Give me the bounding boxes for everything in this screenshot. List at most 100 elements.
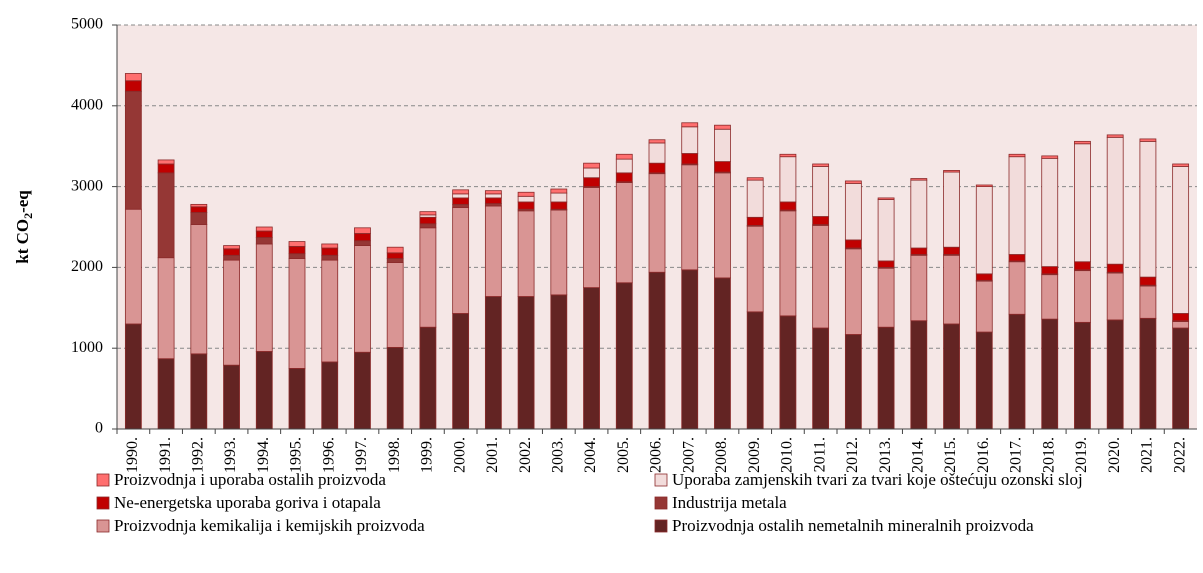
bar-segment	[354, 245, 371, 353]
bar-segment	[910, 247, 928, 255]
x-tick-label: 2009.	[746, 437, 763, 473]
bar-segment	[975, 184, 993, 187]
bar-segment	[1008, 156, 1026, 255]
bar-segment	[288, 367, 306, 430]
x-tick-label: 1992.	[189, 437, 206, 473]
legend-swatch	[96, 519, 110, 533]
bar-segment	[812, 224, 830, 329]
bar-segment	[288, 245, 306, 255]
bar-segment	[386, 252, 404, 259]
bar-segment	[648, 271, 666, 430]
bar-segment	[321, 254, 339, 261]
x-tick-label: 2013.	[877, 437, 894, 473]
bar-segment	[550, 192, 568, 203]
bar-segment	[714, 277, 731, 430]
bar-segment	[517, 195, 535, 203]
bar-segment	[1008, 313, 1026, 430]
bar-segment	[484, 205, 502, 297]
bar-segment	[1041, 318, 1059, 430]
bar-segment	[288, 241, 306, 247]
bar-segment	[190, 206, 208, 213]
x-tick-label: 2006.	[648, 437, 665, 473]
y-tick-label: 2000	[71, 258, 103, 275]
bar-segment	[1172, 313, 1190, 322]
bar-segment	[452, 189, 470, 195]
bar-segment	[223, 248, 240, 256]
bar-segment	[550, 294, 568, 430]
x-tick-label: 2016.	[975, 437, 992, 473]
bar-segment	[550, 209, 568, 296]
bar-segment	[1074, 261, 1091, 271]
bar-segment	[550, 201, 568, 210]
bar-segment	[1041, 266, 1059, 275]
bar-segment	[452, 193, 470, 199]
bar-segment	[943, 323, 960, 430]
bar-segment	[452, 313, 470, 430]
x-tick-label: 2021.	[1139, 437, 1156, 473]
bar-segment	[386, 258, 404, 263]
bar-segment	[321, 259, 339, 363]
x-tick-label: 2015.	[942, 437, 959, 473]
legend-swatch	[654, 473, 668, 487]
bar-segment	[190, 353, 208, 430]
bar-segment	[975, 273, 993, 281]
bar-segment	[517, 296, 535, 430]
x-tick-label: 2007.	[680, 437, 697, 473]
bar-segment	[648, 162, 666, 174]
x-tick-label: 2008.	[713, 437, 730, 473]
bar-segment	[877, 199, 895, 262]
bar-segment	[1074, 140, 1091, 145]
bar-segment	[354, 240, 371, 246]
bar-segment	[223, 364, 240, 430]
bar-segment	[779, 201, 797, 211]
y-axis-label: kt CO2-eq	[13, 190, 35, 264]
bar-segment	[681, 122, 699, 128]
x-tick-label: 2017.	[1008, 437, 1025, 473]
x-tick-label: 1999.	[419, 437, 436, 473]
bar-segment	[1139, 285, 1157, 319]
bar-segment	[1139, 317, 1157, 430]
legend-label: Uporaba zamjenskih tvari za tvari koje o…	[672, 470, 1083, 489]
x-tick-label: 2014.	[909, 437, 926, 473]
legend-label: Proizvodnja ostalih nemetalnih mineralni…	[672, 516, 1034, 535]
bar-segment	[124, 208, 142, 325]
bar-segment	[812, 165, 830, 217]
bar-segment	[157, 159, 175, 165]
bar-segment	[157, 358, 175, 430]
y-label-rest: -eq	[13, 190, 32, 213]
bar-segment	[975, 331, 993, 430]
bar-segment	[1172, 165, 1190, 314]
bar-segment	[517, 210, 535, 297]
bar-segment	[452, 203, 470, 209]
bar-segment	[157, 172, 175, 259]
bar-segment	[975, 186, 993, 275]
bar-segment	[255, 351, 273, 430]
bar-segment	[583, 167, 600, 179]
bar-segment	[321, 361, 339, 430]
bar-segment	[910, 178, 928, 181]
bar-segment	[124, 323, 142, 430]
x-tick-label: 2003.	[549, 437, 566, 473]
bar-segment	[583, 187, 600, 289]
x-tick-label: 2018.	[1040, 437, 1057, 473]
bar-segment	[157, 257, 175, 360]
bar-segment	[1172, 321, 1190, 329]
y-tick-label: 3000	[71, 177, 103, 194]
bar-segment	[779, 153, 797, 158]
bar-segment	[746, 179, 764, 218]
bar-segment	[190, 224, 208, 355]
bar-segment	[615, 172, 633, 183]
bar-segment	[681, 126, 699, 154]
bar-segment	[484, 296, 502, 430]
bar-segment	[714, 161, 731, 173]
bar-segment	[648, 139, 666, 144]
bar-segment	[484, 193, 502, 199]
bar-segment	[844, 248, 862, 335]
bar-segment	[1008, 153, 1026, 158]
bar-segment	[255, 226, 273, 232]
bar-segment	[877, 326, 895, 430]
bar-segment	[615, 182, 633, 284]
x-tick-label: 1996.	[320, 437, 337, 473]
bar-segment	[812, 216, 830, 225]
